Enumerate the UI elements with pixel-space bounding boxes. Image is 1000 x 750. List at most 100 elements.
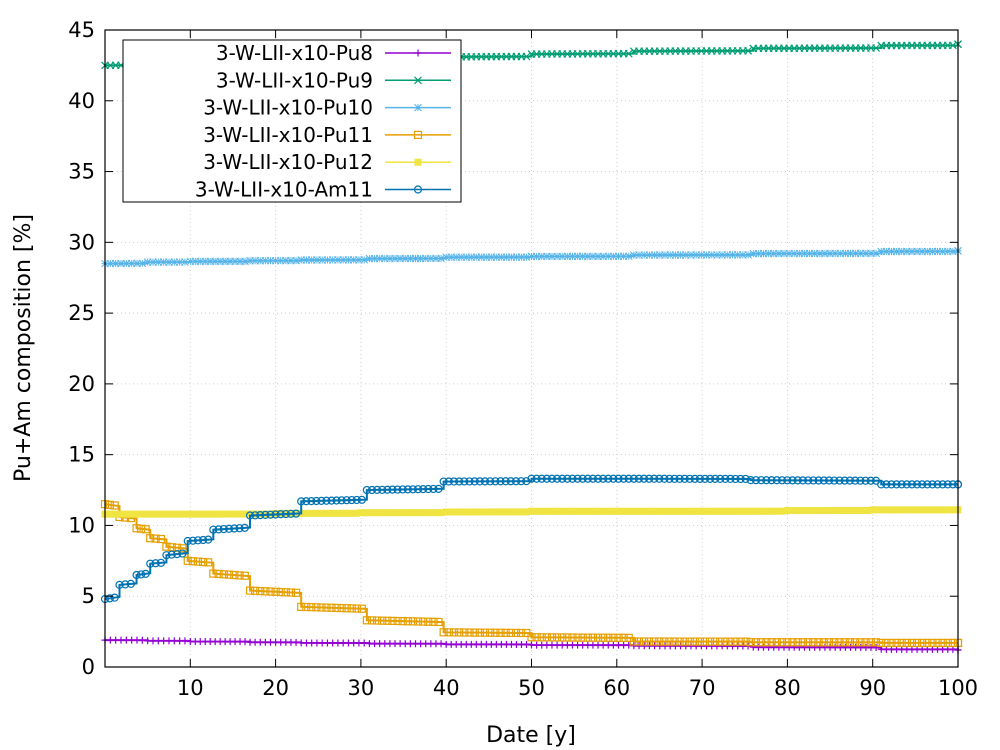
data-point	[447, 253, 456, 262]
data-point	[583, 252, 592, 261]
data-point	[367, 616, 377, 625]
data-point	[143, 258, 152, 267]
y-tick-label: 40	[68, 89, 95, 113]
data-point	[902, 247, 911, 256]
data-point	[517, 508, 525, 516]
data-point	[241, 257, 249, 266]
data-point	[918, 247, 927, 256]
data-point	[487, 253, 496, 261]
data-point	[221, 257, 229, 266]
data-point	[619, 474, 628, 483]
data-point	[924, 506, 932, 514]
data-point	[599, 633, 608, 642]
data-point	[588, 507, 596, 515]
data-point	[639, 474, 649, 483]
data-point	[681, 251, 690, 259]
data-point	[156, 558, 166, 567]
data-point	[240, 571, 249, 580]
data-point	[198, 535, 208, 545]
data-point	[105, 500, 114, 509]
data-point	[427, 509, 435, 517]
data-point	[272, 509, 280, 517]
data-point	[618, 507, 626, 515]
data-point	[655, 474, 664, 483]
data-point	[668, 507, 676, 515]
data-point	[327, 603, 336, 612]
data-point	[151, 559, 160, 568]
data-point	[821, 249, 829, 258]
data-point	[824, 507, 832, 515]
data-point	[276, 256, 285, 265]
data-point	[216, 257, 225, 266]
data-point	[690, 637, 699, 646]
data-point	[693, 507, 701, 515]
data-point	[697, 251, 706, 259]
data-point	[598, 507, 606, 515]
data-point	[645, 251, 654, 259]
data-point	[245, 586, 255, 595]
data-point	[907, 480, 917, 489]
data-point	[675, 637, 684, 646]
data-point	[175, 258, 184, 266]
data-point	[914, 506, 922, 514]
data-point	[702, 251, 711, 259]
data-point	[650, 637, 659, 646]
series-5	[100, 474, 963, 604]
data-point	[949, 506, 957, 514]
data-point	[396, 254, 404, 263]
data-point	[670, 474, 679, 483]
data-point	[322, 603, 331, 612]
data-point	[127, 259, 136, 268]
data-point	[337, 603, 346, 613]
data-point	[918, 480, 927, 489]
series-2	[101, 246, 962, 268]
data-point	[645, 637, 654, 646]
data-point	[543, 252, 551, 261]
data-point	[716, 637, 725, 646]
data-point	[744, 46, 753, 55]
data-point	[553, 252, 561, 261]
data-point	[829, 507, 837, 515]
data-point	[804, 476, 813, 485]
data-point	[496, 477, 505, 486]
data-point	[705, 474, 715, 483]
data-point	[759, 249, 768, 258]
data-point	[137, 524, 146, 533]
data-point	[928, 247, 937, 256]
data-point	[138, 259, 147, 268]
data-point	[660, 474, 669, 483]
data-point	[845, 638, 855, 647]
data-point	[887, 480, 896, 489]
data-point	[867, 249, 875, 258]
data-point	[449, 477, 459, 486]
data-point	[928, 480, 937, 489]
data-point	[913, 247, 921, 256]
data-point	[741, 474, 750, 484]
data-point	[851, 476, 860, 485]
y-tick-label: 10	[68, 513, 95, 537]
data-point	[877, 638, 886, 648]
x-tick-label: 20	[262, 676, 289, 700]
series-0	[101, 636, 962, 654]
data-point	[444, 477, 453, 486]
data-point	[887, 638, 896, 648]
data-point	[839, 507, 847, 515]
data-point	[856, 249, 865, 258]
data-point	[834, 507, 842, 515]
data-point	[236, 510, 244, 518]
data-point	[635, 251, 643, 259]
data-point	[803, 507, 811, 515]
legend-marker	[413, 130, 423, 139]
data-point	[209, 525, 218, 534]
data-point	[501, 477, 510, 486]
data-point	[744, 251, 752, 259]
data-point	[261, 587, 270, 596]
data-point	[372, 509, 380, 517]
data-point	[773, 507, 781, 515]
data-point	[700, 637, 710, 646]
data-point	[170, 258, 179, 266]
data-point	[793, 638, 802, 647]
data-point	[751, 476, 761, 485]
data-point	[183, 536, 192, 546]
data-point	[467, 508, 475, 516]
